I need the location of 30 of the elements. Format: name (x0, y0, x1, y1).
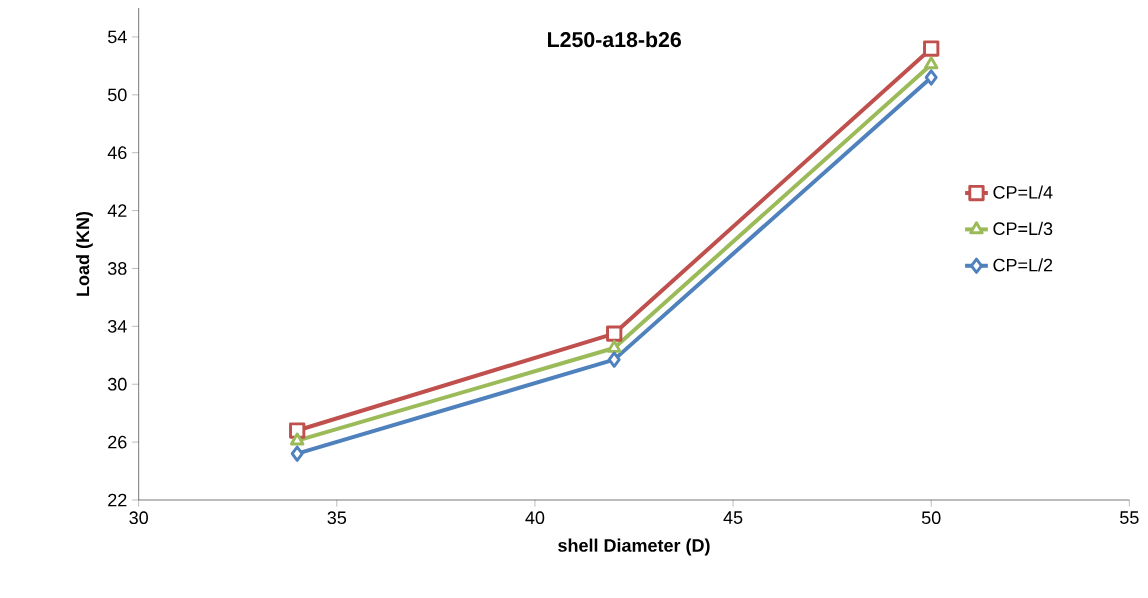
x-tick-label: 35 (327, 511, 347, 525)
x-tick-label: 50 (921, 511, 941, 525)
x-axis-title: shell Diameter (D) (558, 538, 710, 556)
y-tick-label: 50 (107, 88, 127, 102)
legend-label: CP=L/2 (993, 258, 1053, 272)
x-tick-label: 55 (1120, 511, 1139, 524)
y-tick-label: 54 (107, 30, 127, 44)
y-tick-label: 34 (107, 319, 127, 333)
text: L250-a18-b26 (548, 31, 681, 48)
y-tick-label: 46 (107, 146, 127, 160)
legend-label: CP=L/4 (993, 185, 1053, 199)
point (924, 69, 938, 86)
y-tick-label: 22 (108, 493, 127, 507)
point (923, 56, 939, 70)
point (606, 325, 623, 342)
x-tick-label: 45 (723, 511, 743, 524)
y-tick-label: 26 (108, 435, 127, 449)
point (923, 40, 940, 57)
y-tick-label: 30 (107, 377, 127, 391)
x-tick-label: 30 (129, 511, 148, 525)
point (289, 432, 305, 446)
y-axis-title: Load (KN) (76, 211, 93, 296)
x-tick-label: 40 (525, 511, 545, 525)
legend-label: CP=L/3 (993, 221, 1053, 236)
point (290, 445, 304, 462)
point (289, 422, 306, 439)
y-tick-label: 42 (107, 204, 127, 217)
point (606, 339, 622, 353)
y-tick-label: 38 (107, 262, 127, 275)
point (607, 351, 621, 368)
